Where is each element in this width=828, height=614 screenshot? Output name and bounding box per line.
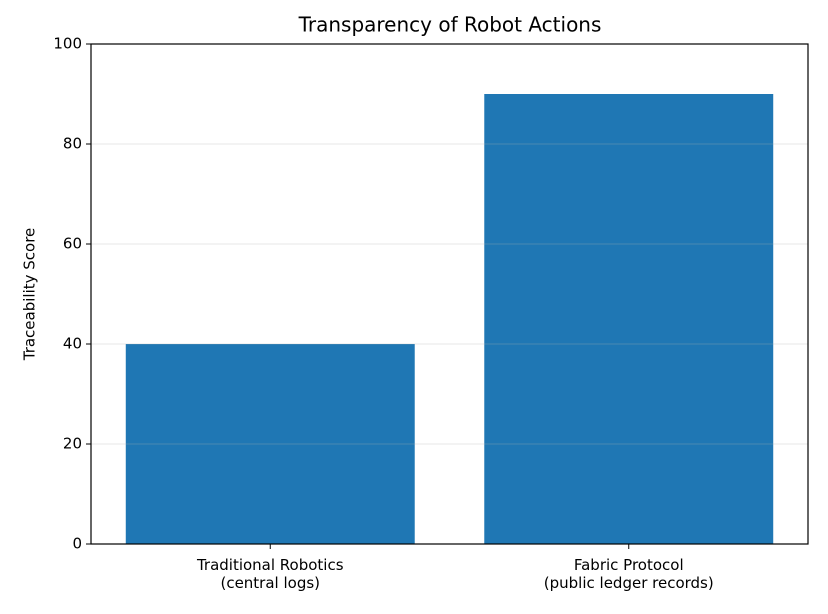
x-tick-label-line: (public ledger records) (544, 574, 714, 592)
y-tick-label: 20 (63, 435, 82, 453)
x-tick-label-line: Traditional Robotics (196, 556, 344, 574)
x-tick-label-line: (central logs) (220, 574, 320, 592)
x-tick-label: Traditional Robotics (central logs) (196, 556, 344, 592)
bar (484, 94, 774, 544)
plot-frame (90, 43, 809, 545)
bar (125, 344, 415, 544)
y-tick-label: 60 (63, 235, 82, 253)
y-tick-label: 40 (63, 335, 82, 353)
y-tick-label: 100 (53, 35, 82, 53)
x-tick-label: Fabric Protocol (public ledger records) (544, 556, 714, 592)
x-tick-label-line: Fabric Protocol (574, 556, 684, 574)
y-axis-label: Traceability Score (21, 228, 39, 362)
chart-title: Transparency of Robot Actions (298, 13, 602, 37)
y-tick-label: 0 (72, 535, 82, 553)
y-tick-label: 80 (63, 135, 82, 153)
